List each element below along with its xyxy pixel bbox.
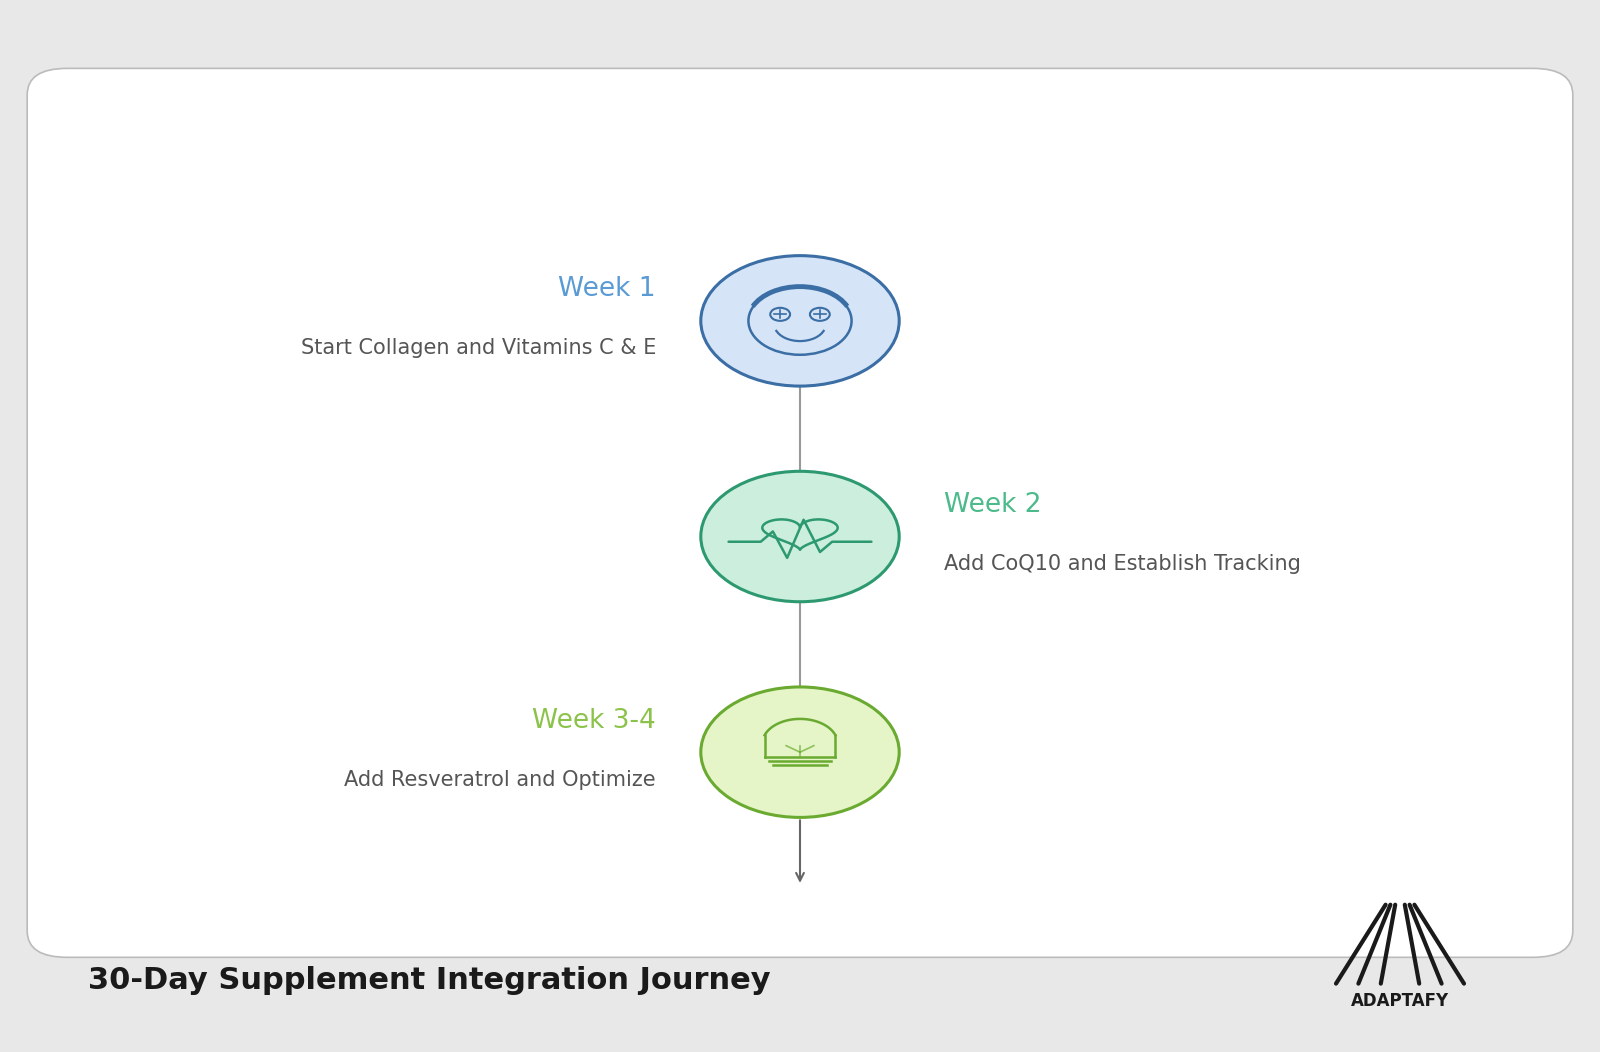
Circle shape	[701, 471, 899, 602]
FancyBboxPatch shape	[27, 68, 1573, 957]
Text: Week 2: Week 2	[944, 492, 1042, 518]
Text: 30-Day Supplement Integration Journey: 30-Day Supplement Integration Journey	[88, 966, 771, 995]
Text: Add CoQ10 and Establish Tracking: Add CoQ10 and Establish Tracking	[944, 553, 1301, 574]
Circle shape	[701, 687, 899, 817]
Text: Add Resveratrol and Optimize: Add Resveratrol and Optimize	[344, 769, 656, 790]
Text: Start Collagen and Vitamins C & E: Start Collagen and Vitamins C & E	[301, 338, 656, 359]
Text: Week 1: Week 1	[558, 277, 656, 302]
Text: ADAPTAFY: ADAPTAFY	[1350, 992, 1450, 1010]
Text: Week 3-4: Week 3-4	[533, 708, 656, 733]
Circle shape	[701, 256, 899, 386]
